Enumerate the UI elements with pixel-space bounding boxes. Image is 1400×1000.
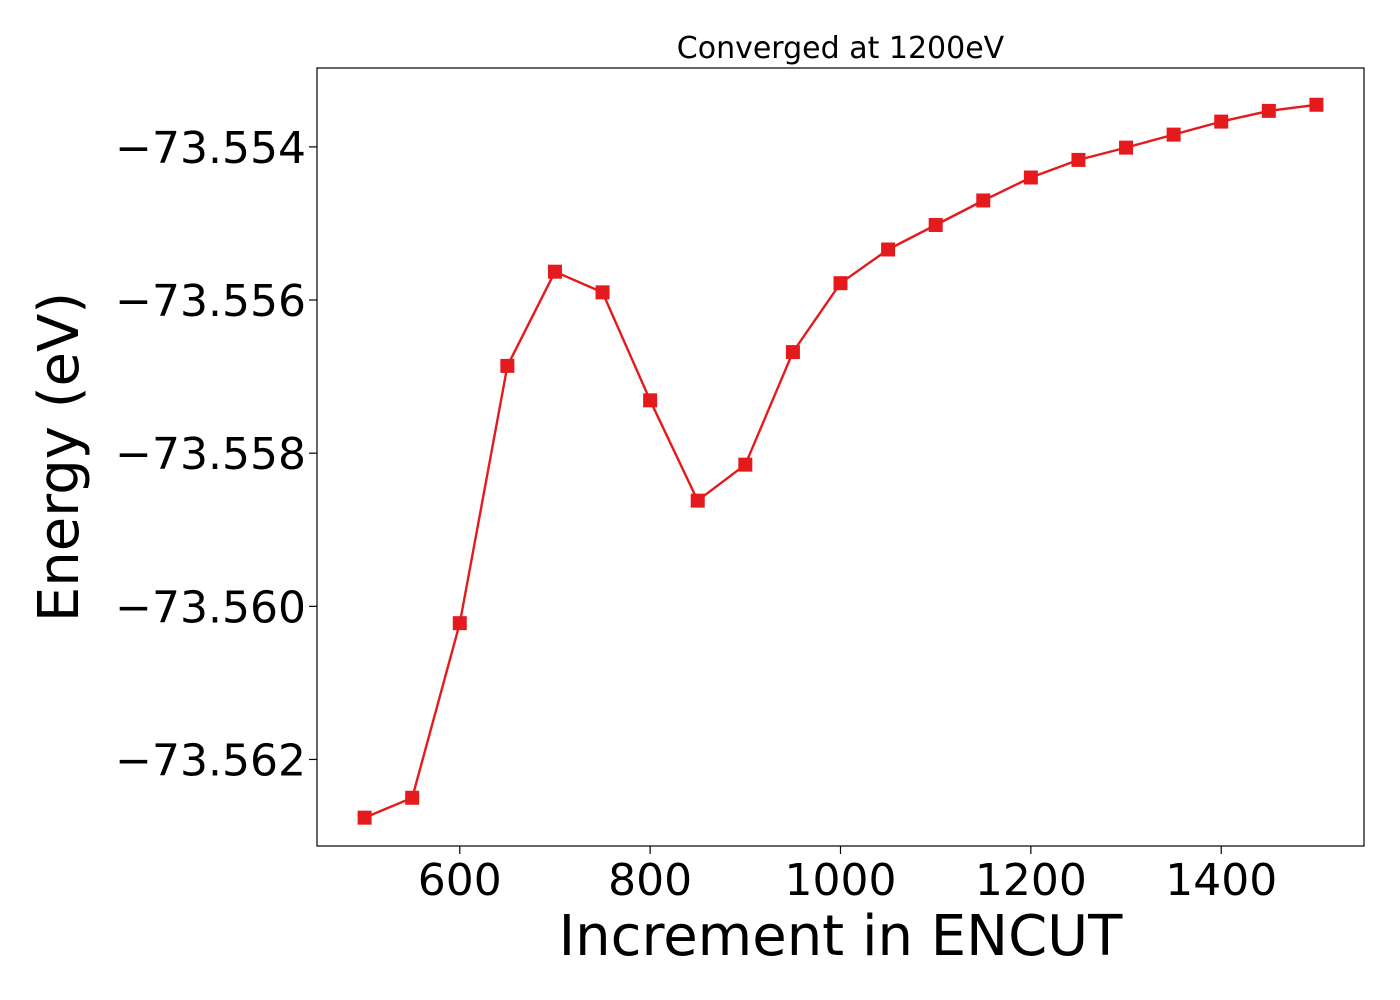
x-axis-label: Increment in ENCUT: [559, 904, 1124, 969]
data-point-marker: [1166, 127, 1181, 142]
x-tick-label: 600: [418, 855, 502, 906]
series-layer: [357, 97, 1324, 825]
y-tick-label: −73.562: [115, 735, 306, 786]
y-axis-ticks: −73.554 −73.556 −73.558 −73.560 −73.562: [115, 123, 317, 786]
data-point-marker: [500, 358, 515, 373]
data-point-marker: [1214, 114, 1229, 129]
data-point-marker: [690, 493, 705, 508]
y-tick-label: −73.554: [115, 123, 306, 174]
y-tick-label: −73.560: [115, 582, 306, 633]
data-point-marker: [1119, 140, 1134, 155]
data-point-marker: [357, 810, 372, 825]
data-point-marker: [928, 217, 943, 232]
data-point-marker: [976, 193, 991, 208]
plot-area-frame: [316, 67, 1365, 847]
series-line: [364, 103, 1317, 819]
y-tick-label: −73.556: [115, 276, 306, 327]
data-point-marker: [1309, 97, 1324, 112]
data-point-marker: [833, 276, 848, 291]
data-point-marker: [547, 264, 562, 279]
data-point-marker: [595, 285, 610, 300]
data-point-marker: [738, 457, 753, 472]
data-point-marker: [881, 242, 896, 257]
data-point-marker: [1023, 170, 1038, 185]
data-point-marker: [452, 616, 467, 631]
data-point-marker: [785, 345, 800, 360]
chart-title: Converged at 1200eV: [677, 31, 1005, 66]
x-tick-label: 1200: [975, 855, 1087, 906]
x-axis-ticks: 600 800 1000 1200 1400: [418, 846, 1277, 906]
data-point-marker: [405, 790, 420, 805]
y-axis-label: Energy (eV): [27, 292, 92, 622]
x-tick-label: 1400: [1165, 855, 1277, 906]
data-point-marker: [643, 393, 658, 408]
x-tick-label: 1000: [785, 855, 897, 906]
data-point-marker: [1071, 152, 1086, 167]
x-tick-label: 800: [608, 855, 692, 906]
y-tick-label: −73.558: [115, 429, 306, 480]
data-point-marker: [1261, 103, 1276, 118]
